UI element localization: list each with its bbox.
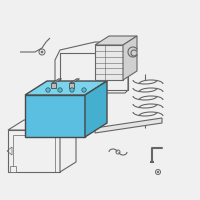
Circle shape [46,88,50,92]
Circle shape [41,51,43,53]
Polygon shape [51,83,56,88]
Polygon shape [60,120,76,172]
Polygon shape [85,81,107,137]
Circle shape [82,88,86,92]
Circle shape [70,88,74,92]
Polygon shape [8,130,60,172]
Polygon shape [25,81,107,95]
Polygon shape [95,118,162,133]
Polygon shape [8,120,76,130]
Polygon shape [95,45,123,80]
Circle shape [58,88,62,92]
Polygon shape [10,166,16,172]
Polygon shape [123,36,137,80]
Polygon shape [69,83,74,88]
Polygon shape [25,95,85,137]
Circle shape [157,171,159,173]
Polygon shape [52,79,62,83]
Polygon shape [95,36,137,45]
Polygon shape [70,79,80,83]
